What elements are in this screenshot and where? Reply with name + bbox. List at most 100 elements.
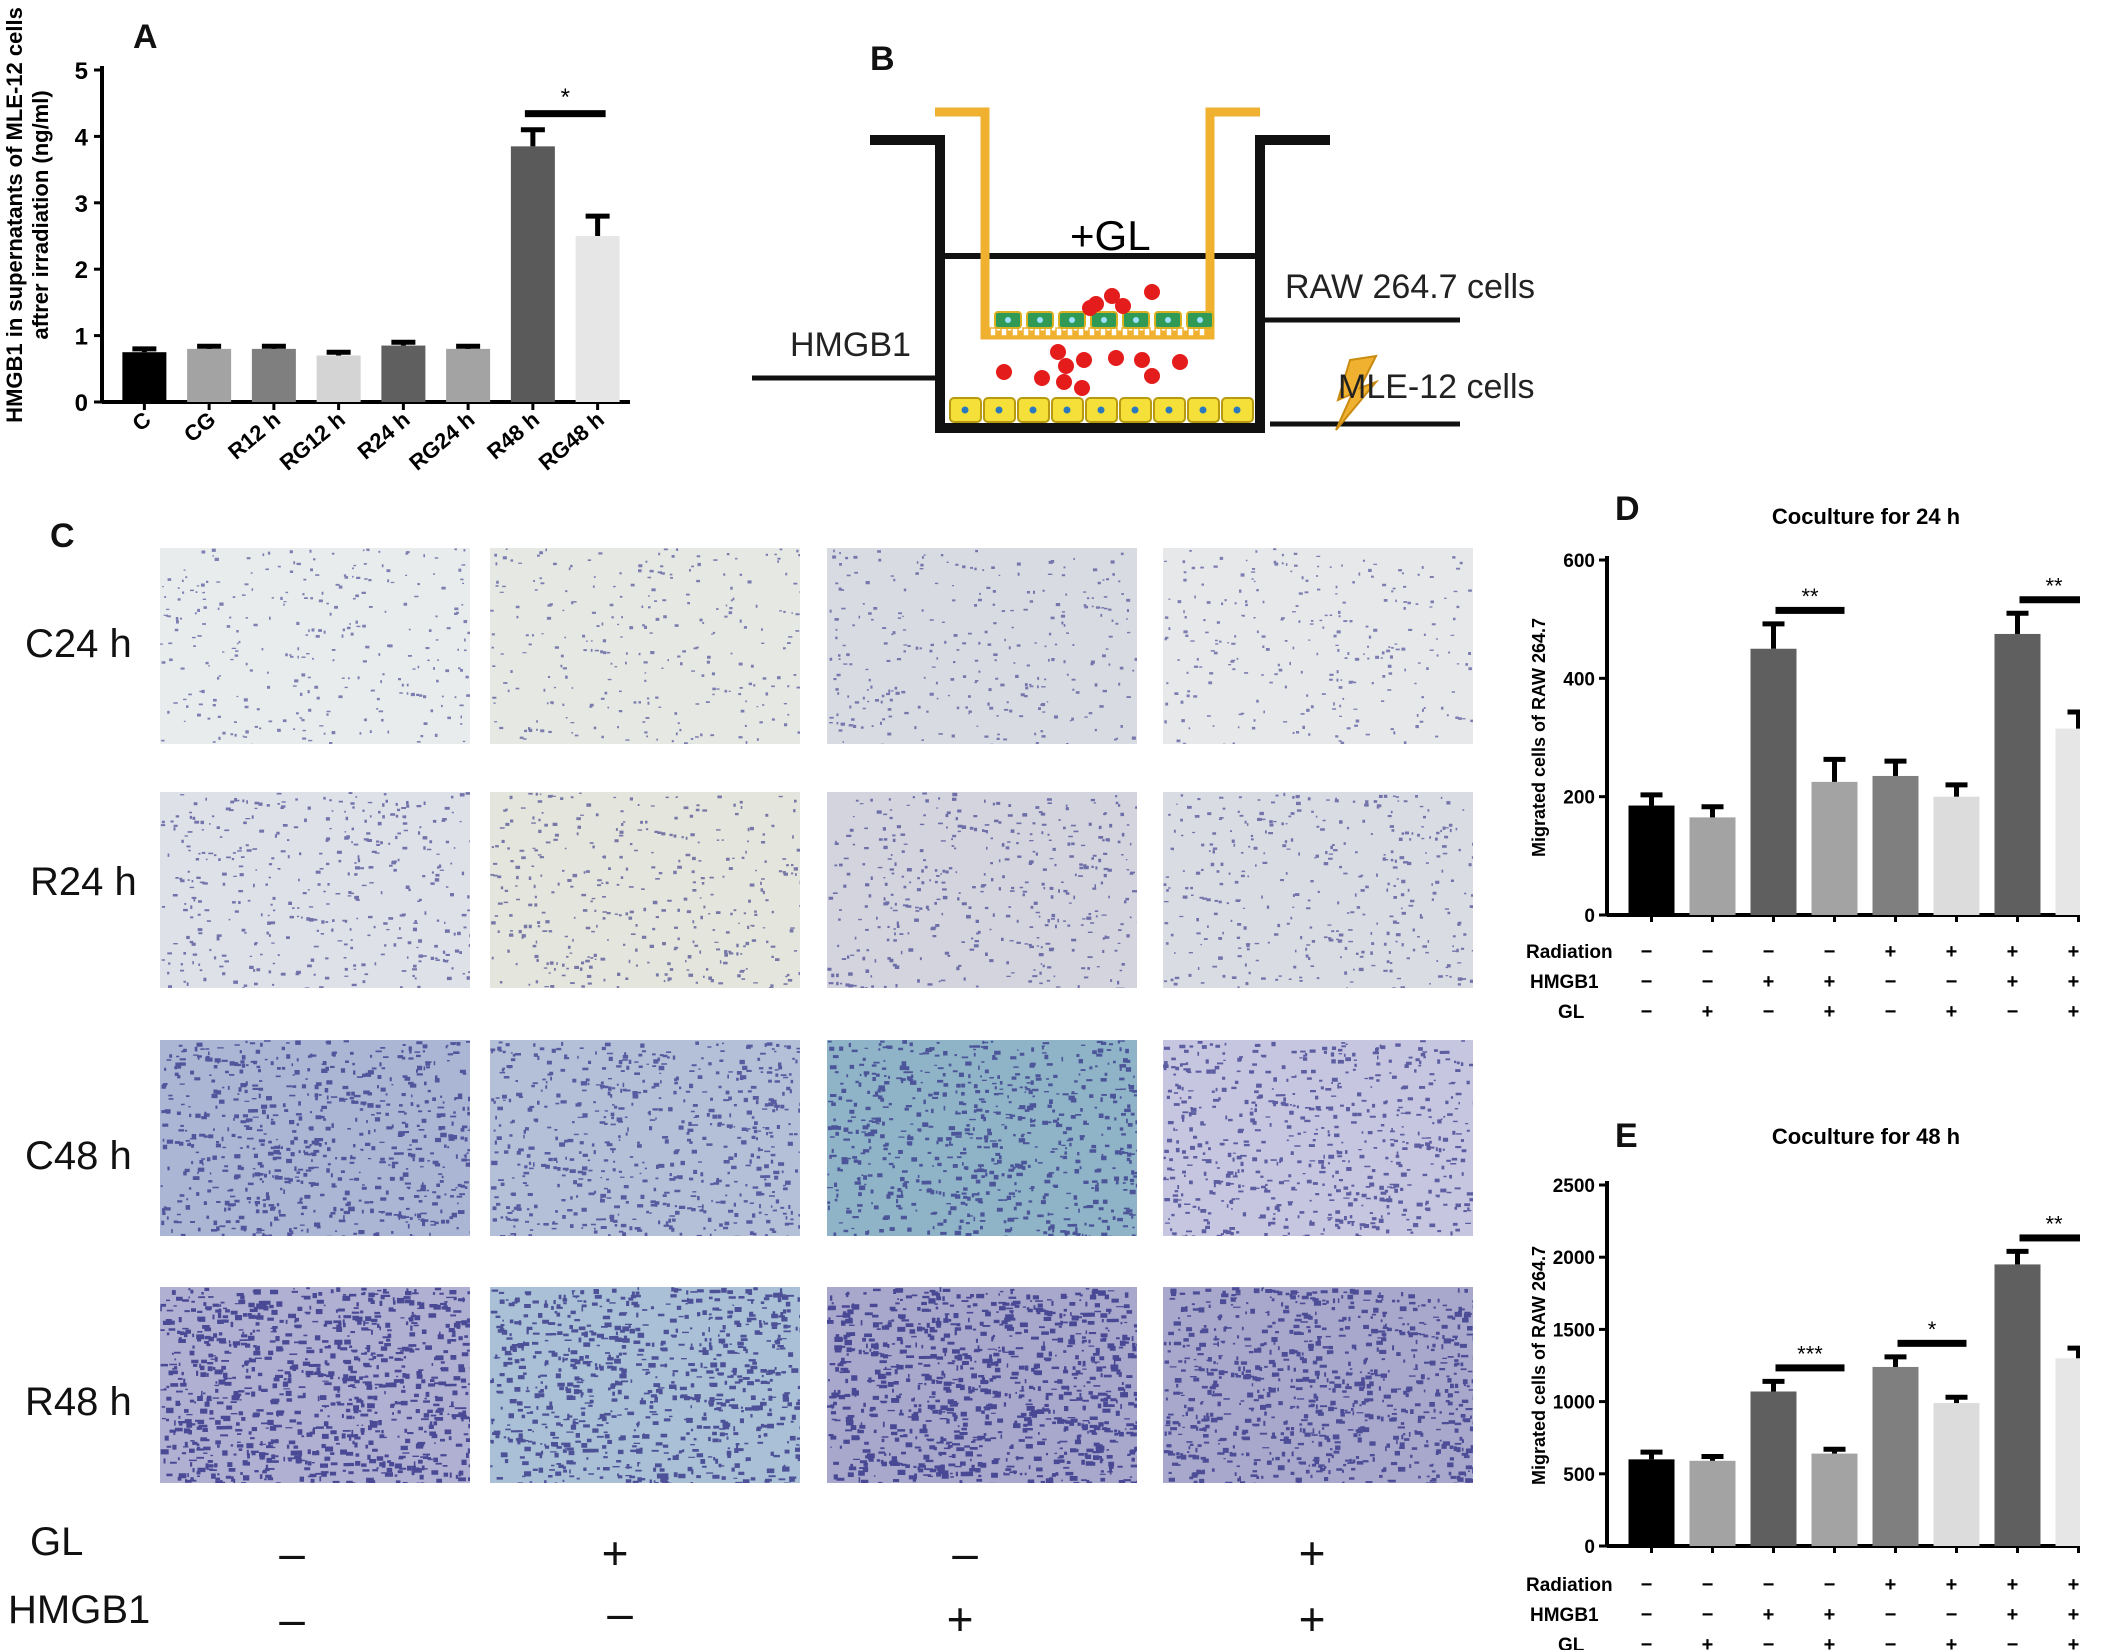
y-tick-label-a: 3 — [75, 191, 88, 218]
condition-sign-D: − — [1824, 941, 1836, 963]
mle-cell-nucleus — [1165, 406, 1173, 414]
condition-sign-D: + — [2007, 941, 2019, 963]
membrane-pore — [1055, 327, 1063, 337]
panel-label-e: E — [1615, 1117, 1638, 1155]
stained-cells — [827, 1040, 1137, 1236]
condition-label-E: Radiation — [1526, 1575, 1613, 1596]
hmgb1-condition-label: HMGB1 — [8, 1588, 151, 1632]
x-tick-label-a: C — [127, 407, 155, 436]
condition-sign-D: − — [1763, 1001, 1775, 1023]
hmgb1-molecule — [1034, 370, 1050, 386]
bar-D-6 — [1933, 796, 1980, 915]
micrograph-3-3 — [827, 1040, 1137, 1236]
y-tick-label-a: 1 — [75, 324, 88, 351]
panel-label-c: C — [50, 517, 75, 555]
significance-mark-D: ** — [1801, 584, 1819, 609]
mle-cell-nucleus — [1131, 406, 1139, 414]
membrane-pore — [1066, 327, 1074, 337]
y-tick-label-a: 2 — [75, 257, 88, 284]
panel-label-a: A — [133, 18, 158, 56]
condition-sign-D: + — [2007, 971, 2019, 993]
stained-cells — [160, 1040, 470, 1236]
condition-sign-D: − — [1763, 941, 1775, 963]
condition-sign-E: − — [1885, 1634, 1897, 1650]
condition-sign-E: + — [1824, 1604, 1836, 1626]
condition-label-D: GL — [1558, 1002, 1585, 1023]
condition-sign-D: − — [1946, 971, 1958, 993]
condition-sign-E: + — [1885, 1574, 1897, 1596]
panel-label-b: B — [870, 40, 895, 78]
raw-cell-nucleus — [1165, 317, 1171, 323]
condition-sign-D: + — [1885, 941, 1897, 963]
x-tick-label-a: RG48 h — [534, 407, 609, 476]
membrane-pore — [1000, 327, 1008, 337]
raw-cell-nucleus — [1101, 317, 1107, 323]
hmgb1-molecule — [1076, 352, 1092, 368]
hmgb1-molecule — [1134, 352, 1150, 368]
y-tick-label-a: 4 — [75, 124, 89, 151]
stained-cells — [1163, 1287, 1473, 1483]
mle-cell-nucleus — [1199, 406, 1207, 414]
bar-E-4 — [1811, 1453, 1858, 1546]
significance-bar-E — [1775, 1364, 1845, 1372]
hmgb1-molecule — [1108, 350, 1124, 366]
hmgb1-molecule — [1056, 374, 1072, 390]
hmgb1-molecule — [1115, 298, 1131, 314]
mle-cell-nucleus — [961, 406, 969, 414]
bar-D-1 — [1628, 805, 1675, 915]
raw-cell-nucleus — [1005, 317, 1011, 323]
micrograph-texture — [1163, 1040, 1473, 1236]
x-tick-label-a: RG12 h — [275, 407, 350, 476]
significance-bar-D — [2019, 596, 2080, 604]
bar-a-4 — [316, 355, 361, 402]
condition-label-D: Radiation — [1526, 942, 1613, 963]
micrograph-2-2 — [490, 792, 800, 988]
significance-bar-E — [1897, 1339, 1967, 1347]
hmgb1-sign-2: – — [607, 1587, 633, 1639]
hmgb1-molecule — [1058, 358, 1074, 374]
mle-12-cells — [949, 397, 1254, 423]
micrograph-1-4 — [1163, 548, 1473, 744]
hmgb1-sign-1: – — [279, 1593, 305, 1645]
condition-sign-D: − — [1641, 971, 1653, 993]
y-axis-label-D: Migrated cells of RAW 264.7 — [1529, 618, 1549, 857]
micrograph-texture — [160, 1040, 470, 1236]
y-tick-label-a: 5 — [75, 58, 88, 85]
condition-sign-D: + — [2068, 1001, 2080, 1023]
y-tick-label-E: 0 — [1584, 1537, 1595, 1558]
micrograph-3-2 — [490, 1040, 800, 1236]
stained-cells — [827, 792, 1137, 988]
bar-D-7 — [1994, 633, 2041, 915]
transwell-diagram: +GL RAW 264.7 cells HMGB1 MLE-12 cells — [752, 107, 1535, 433]
hmgb1-molecule — [1082, 300, 1098, 316]
micrograph-texture — [829, 549, 1137, 744]
significance-mark-a: * — [561, 84, 570, 111]
micrograph-2-4 — [1163, 792, 1473, 988]
condition-sign-E: + — [2007, 1574, 2019, 1596]
outer-well — [870, 135, 1330, 433]
stained-cells — [1163, 1040, 1473, 1236]
condition-sign-D: − — [1702, 971, 1714, 993]
stained-cells — [490, 1041, 800, 1236]
condition-sign-E: + — [2007, 1604, 2019, 1626]
mle-cell-nucleus — [1233, 406, 1241, 414]
micrograph-3-1 — [160, 1040, 470, 1236]
y-tick-label-D: 200 — [1563, 788, 1595, 809]
condition-sign-E: − — [1946, 1604, 1958, 1626]
bar-a-5 — [381, 345, 426, 402]
condition-sign-E: − — [1763, 1574, 1775, 1596]
condition-sign-E: + — [1946, 1574, 1958, 1596]
stained-cells — [829, 549, 1137, 744]
condition-sign-E: + — [1702, 1634, 1714, 1650]
micrograph-texture — [490, 792, 800, 988]
membrane-pore — [1022, 327, 1030, 337]
condition-sign-E: + — [1824, 1634, 1836, 1650]
membrane-pore — [1110, 327, 1118, 337]
stained-cells — [1163, 792, 1473, 988]
bar-a-3 — [251, 348, 296, 402]
condition-sign-D: + — [1946, 941, 1958, 963]
condition-sign-E: + — [2068, 1634, 2080, 1650]
bar-D-3 — [1750, 648, 1797, 915]
x-tick-label-a: RG24 h — [404, 407, 479, 476]
